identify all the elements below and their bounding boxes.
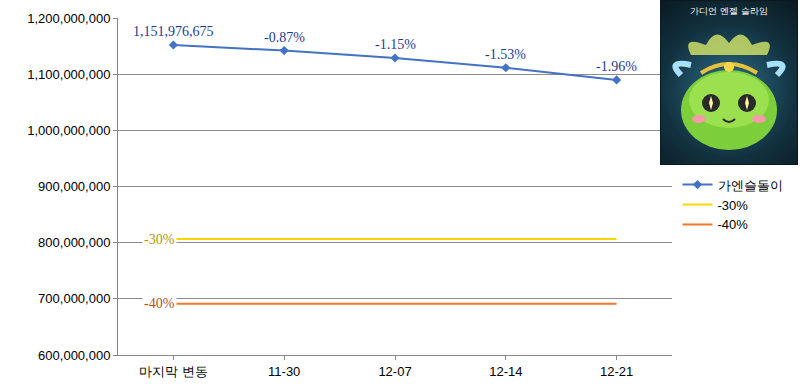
svg-text:-1.96%: -1.96% xyxy=(596,59,637,74)
svg-text:-1.15%: -1.15% xyxy=(375,37,416,52)
svg-text:1,100,000,000: 1,100,000,000 xyxy=(27,67,110,82)
svg-text:-1.53%: -1.53% xyxy=(485,47,526,62)
svg-text:1,200,000,000: 1,200,000,000 xyxy=(27,11,110,26)
svg-text:900,000,000: 900,000,000 xyxy=(38,179,110,194)
svg-text:-40%: -40% xyxy=(718,217,749,232)
svg-text:12-21: 12-21 xyxy=(600,364,633,379)
svg-text:1,151,976,675: 1,151,976,675 xyxy=(133,24,214,39)
svg-text:1,000,000,000: 1,000,000,000 xyxy=(27,123,110,138)
svg-text:-30%: -30% xyxy=(718,198,749,213)
svg-text:800,000,000: 800,000,000 xyxy=(38,235,110,250)
svg-text:700,000,000: 700,000,000 xyxy=(38,291,110,306)
svg-text:-40%: -40% xyxy=(144,296,175,311)
svg-text:-30%: -30% xyxy=(144,232,175,247)
svg-text:-0.87%: -0.87% xyxy=(264,30,305,45)
svg-text:12-14: 12-14 xyxy=(489,364,522,379)
svg-text:11-30: 11-30 xyxy=(268,364,300,379)
svg-text:가엔슬돌이: 가엔슬돌이 xyxy=(718,178,783,193)
svg-text:12-07: 12-07 xyxy=(378,364,411,379)
svg-text:600,000,000: 600,000,000 xyxy=(38,348,110,363)
html-text:가디언 엔젤 슬라임: 가디언 엔젤 슬라임 xyxy=(690,6,768,16)
svg-text:마지막 변동: 마지막 변동 xyxy=(139,364,208,379)
